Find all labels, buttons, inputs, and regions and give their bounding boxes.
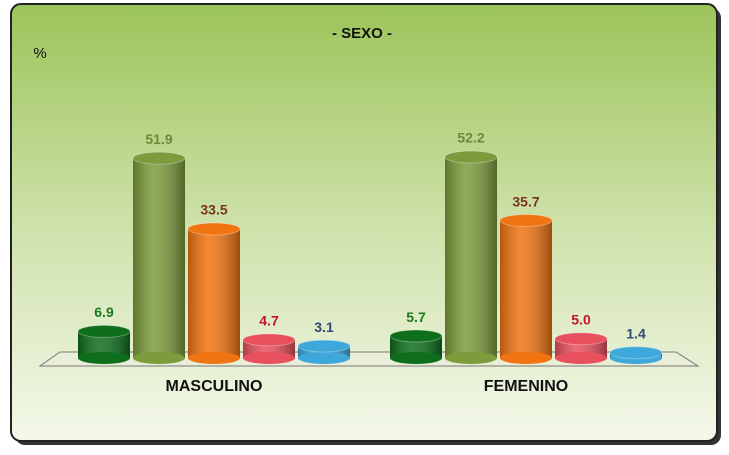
bar-top (242, 333, 296, 347)
bar-top (609, 346, 663, 360)
value-label: 51.9 (145, 131, 172, 147)
value-label: 3.1 (314, 319, 334, 335)
bar-base (390, 352, 442, 364)
bar-base (555, 352, 607, 364)
value-label: 5.7 (406, 309, 426, 325)
value-label: 1.4 (626, 325, 646, 341)
x-tick-label: FEMENINO (484, 378, 568, 395)
value-label: 4.7 (259, 313, 279, 329)
bar-top (389, 329, 443, 343)
bar-top (499, 214, 553, 228)
bar-shade (500, 220, 552, 358)
bar-top (187, 222, 241, 236)
frame (10, 3, 718, 442)
value-label: 33.5 (200, 202, 227, 218)
bar-top (444, 150, 498, 164)
y-axis-label: % (33, 45, 46, 62)
value-label: 52.2 (457, 130, 484, 146)
bar-shade (445, 157, 497, 358)
bar-top (554, 332, 608, 346)
bar-base (298, 352, 350, 364)
chart-title: - SEXO - (332, 25, 392, 42)
x-tick-label: MASCULINO (166, 378, 263, 395)
bar-base (243, 352, 295, 364)
value-label: 5.0 (571, 311, 591, 327)
bar-shade (188, 229, 240, 358)
bar-shade (390, 336, 442, 358)
bar-top (77, 324, 131, 338)
bar-base (78, 352, 130, 364)
value-label: 35.7 (512, 193, 539, 209)
bar-top (297, 339, 351, 353)
bar-shade (133, 158, 185, 358)
bar-base (445, 352, 497, 364)
bar-base (133, 352, 185, 364)
bar-base (188, 352, 240, 364)
value-label: 6.9 (94, 304, 114, 320)
bar-base (500, 352, 552, 364)
bar-top (132, 151, 186, 165)
